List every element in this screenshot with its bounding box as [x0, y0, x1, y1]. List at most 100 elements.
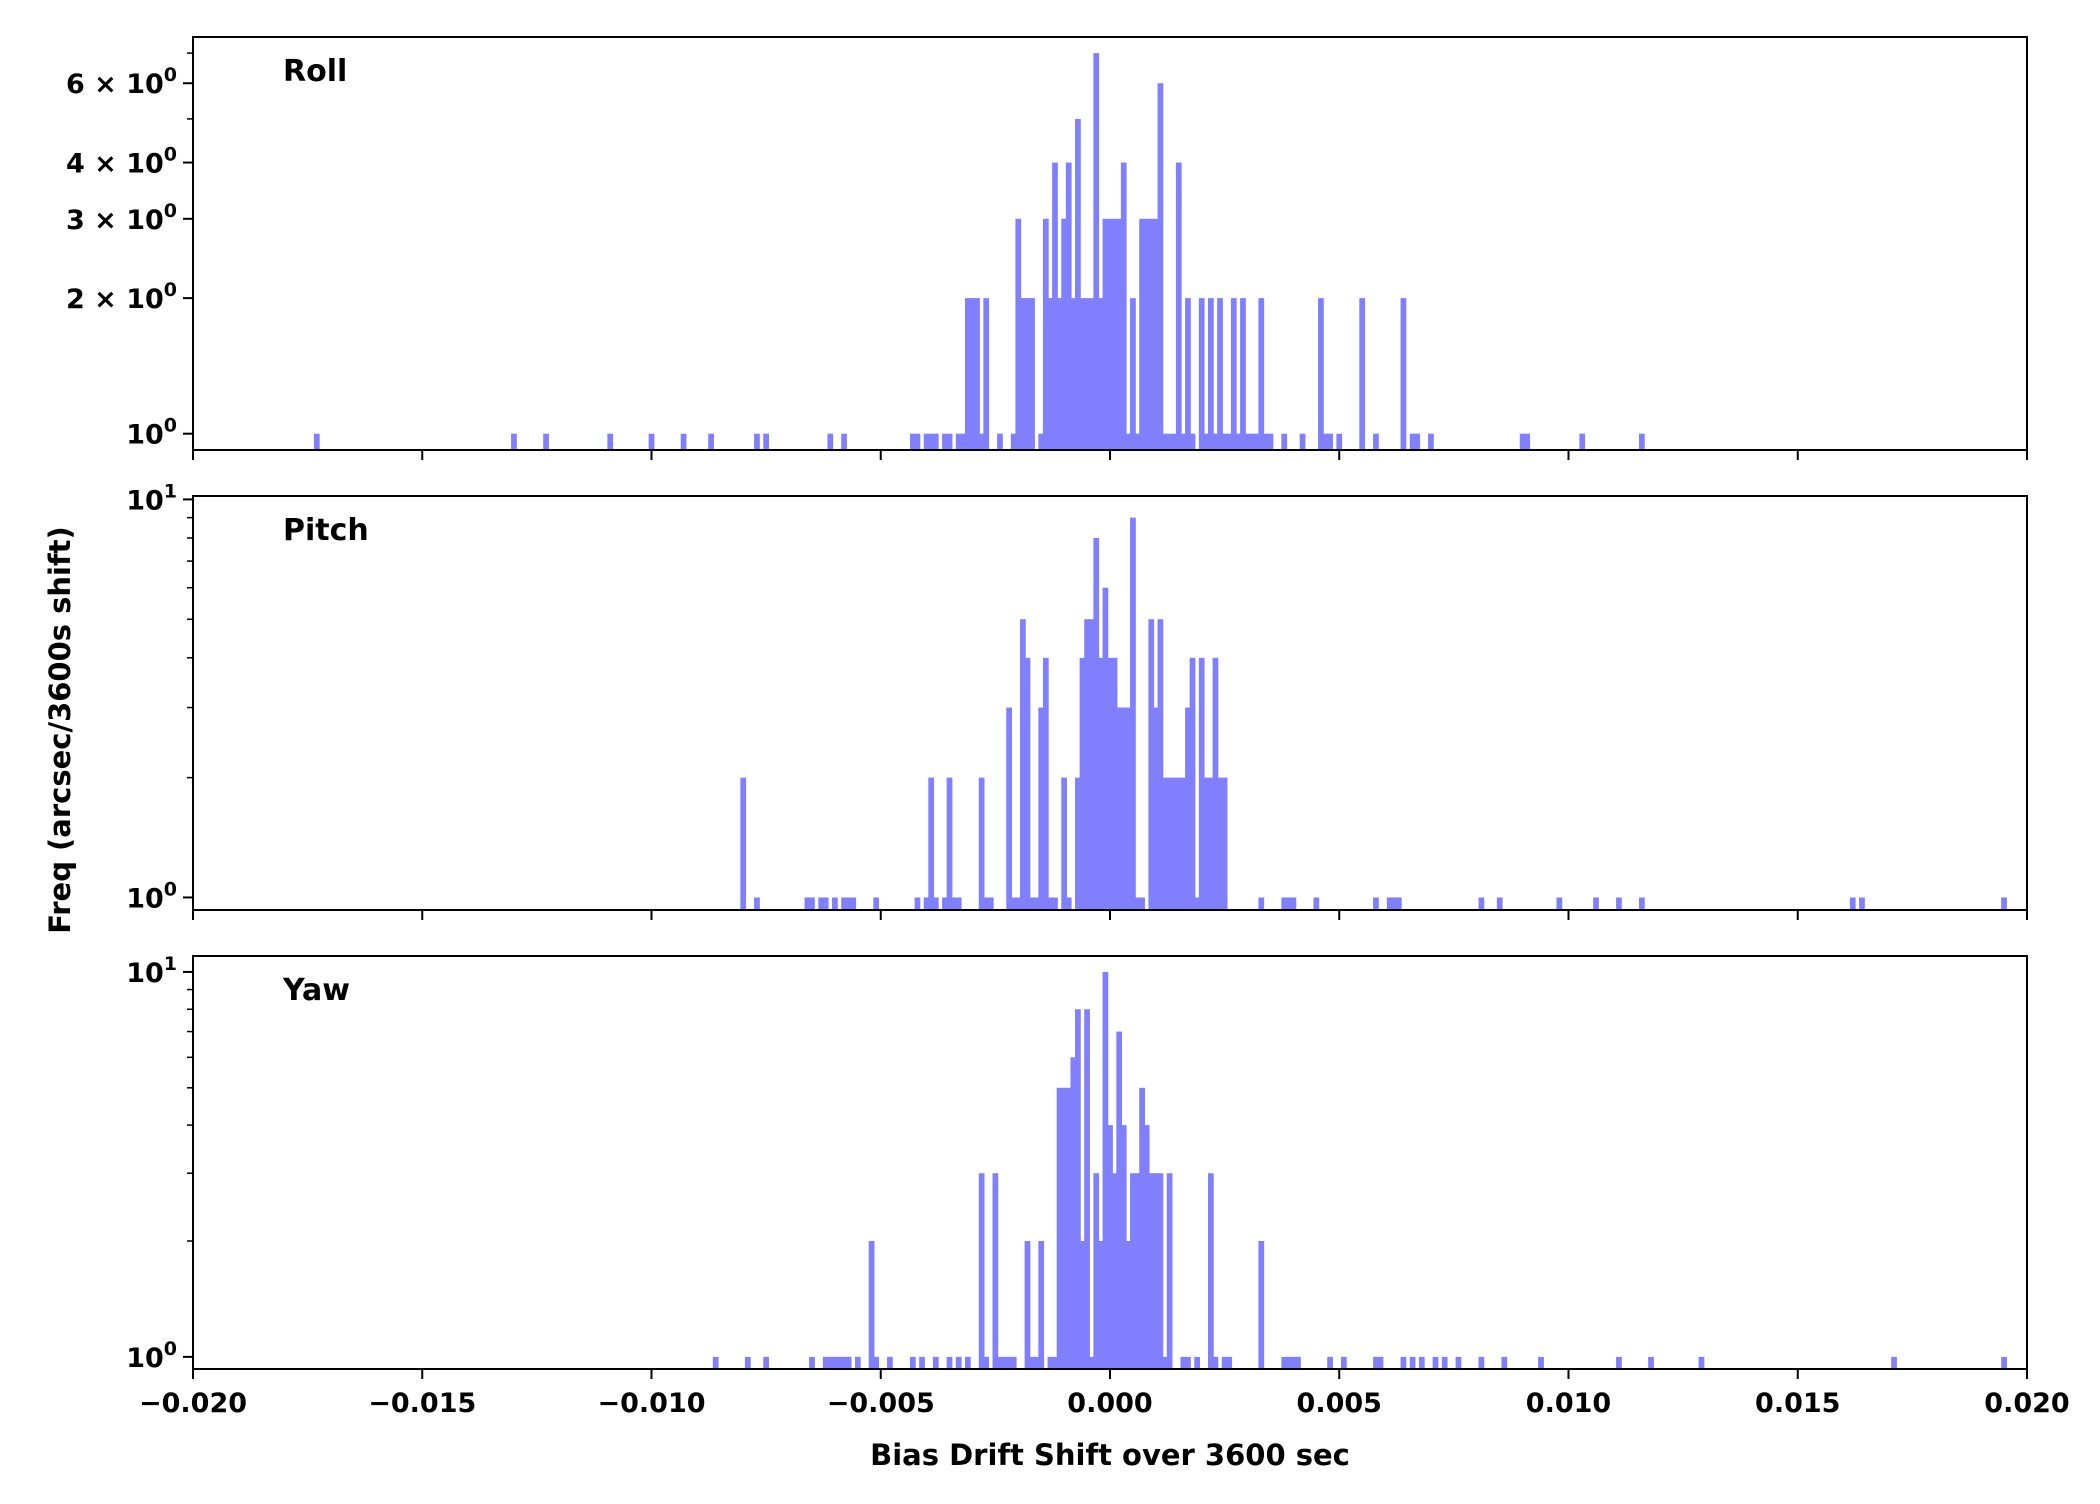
histogram-bar [740, 777, 747, 910]
histogram-bar [1047, 298, 1054, 450]
histogram-bar [1052, 162, 1058, 451]
histogram-bar [873, 897, 880, 910]
panel-yaw: Yaw 100 101 −0.020 −0.015 −0.010 −0.005 0.000 0.… [126, 953, 2070, 1419]
histogram-bar [1075, 118, 1081, 451]
histogram-bar [2001, 897, 2007, 910]
histogram-bar [1084, 619, 1090, 910]
histogram-bar [1010, 433, 1017, 450]
histogram-bar [1162, 433, 1168, 450]
histogram-bar [1152, 218, 1159, 450]
y-tick-label: 2 × 100 [66, 279, 177, 315]
panel-title: Pitch [283, 513, 369, 548]
histogram-bar [1056, 1087, 1063, 1369]
histogram-bar [873, 1356, 880, 1369]
histogram-bar [841, 1356, 847, 1369]
histogram-bar [1212, 433, 1219, 450]
histogram-bar [1290, 897, 1297, 910]
histogram-bar [1258, 1240, 1265, 1369]
histogram-bar [1235, 433, 1242, 450]
histogram-bar [909, 433, 916, 450]
histogram-bar [951, 897, 957, 910]
histogram-bar [923, 897, 930, 910]
histogram-bar [809, 897, 815, 910]
histogram-bar [1409, 1356, 1416, 1369]
histogram-bar [1391, 897, 1398, 910]
histogram-bar [1029, 897, 1035, 910]
histogram-bar [1171, 777, 1178, 910]
histogram-bar [1010, 897, 1017, 910]
histogram-bar [1189, 433, 1196, 450]
histogram-bar [1061, 777, 1068, 910]
histogram-bar [1097, 298, 1104, 450]
histogram-bar [1281, 1356, 1288, 1369]
histogram-bar [1579, 433, 1586, 450]
histogram-bar [928, 777, 935, 910]
histogram-bar [1203, 777, 1210, 910]
x-tick-label: −0.010 [597, 1388, 705, 1419]
histogram-bar [1088, 619, 1095, 910]
histogram-bar [1015, 218, 1022, 450]
histogram-bar [1116, 1031, 1123, 1369]
histogram-bar [1125, 1240, 1132, 1369]
histogram-bar [868, 1240, 875, 1369]
histogram-bar [992, 1173, 999, 1369]
histogram-bar [1038, 1240, 1045, 1369]
histogram-bar [763, 1356, 769, 1369]
histogram-bar [1065, 162, 1072, 451]
y-tick-label: 100 [126, 415, 177, 451]
histogram-bar [1593, 897, 1599, 910]
panel-title: Yaw [282, 973, 350, 1008]
histogram-bar [1116, 218, 1123, 450]
histogram-bar [1065, 1087, 1072, 1369]
histogram-bar [1148, 1173, 1155, 1369]
histogram-bar [923, 433, 930, 450]
histogram-bar [1001, 1356, 1008, 1369]
histogram-bar [804, 897, 811, 910]
histogram-bar [1024, 657, 1031, 910]
histogram-bar [1373, 897, 1379, 910]
histogram-bar [1267, 433, 1274, 450]
histogram-bar [1221, 433, 1228, 450]
histogram-bar [969, 298, 976, 450]
histogram-bar [983, 298, 990, 450]
histogram-bar [1093, 1173, 1100, 1369]
histogram-bar [1052, 897, 1058, 910]
histogram-bar [1152, 1173, 1159, 1369]
histogram-bar [1143, 218, 1150, 450]
histogram-bar [841, 897, 847, 910]
histogram-bar [1313, 897, 1320, 910]
histogram-bar [964, 1356, 971, 1369]
y-tick-label: 100 [126, 878, 177, 914]
histogram-bar [1441, 1356, 1448, 1369]
histogram-bar [1538, 1356, 1544, 1369]
histogram-bar [1097, 657, 1104, 910]
histogram-bar [1285, 1356, 1292, 1369]
y-axis-label: Freq (arcsec/3600s shift) [43, 526, 77, 933]
histogram-bar [1052, 1356, 1058, 1369]
histogram-bar [887, 1356, 893, 1369]
histogram-bar [1409, 433, 1416, 450]
histogram-bar [827, 1356, 834, 1369]
histogram-bar [1088, 298, 1095, 450]
histogram-bar [1340, 1356, 1347, 1369]
histogram-bar [818, 897, 825, 910]
histogram-bar [822, 897, 829, 910]
x-tick-label: −0.005 [827, 1388, 935, 1419]
histogram-bar [1130, 298, 1136, 450]
histogram-bar [1166, 433, 1173, 450]
histogram-bar [1648, 1356, 1654, 1369]
histogram-bar [1327, 1356, 1333, 1369]
histogram-bar [1185, 707, 1191, 910]
histogram-bar [1061, 218, 1068, 450]
histogram-bar [1336, 433, 1343, 450]
histogram-bar [1432, 1356, 1439, 1369]
histogram-bar [827, 433, 834, 450]
histogram-bar [1157, 83, 1164, 451]
histogram-bar [1400, 298, 1407, 450]
histogram-bar [942, 897, 948, 910]
panel-pitch: Pitch 100 101 [126, 480, 2028, 920]
histogram-bar [1249, 433, 1256, 450]
histogram-bar [1033, 897, 1040, 910]
histogram-bar [1024, 298, 1031, 450]
histogram-bar [763, 433, 769, 450]
